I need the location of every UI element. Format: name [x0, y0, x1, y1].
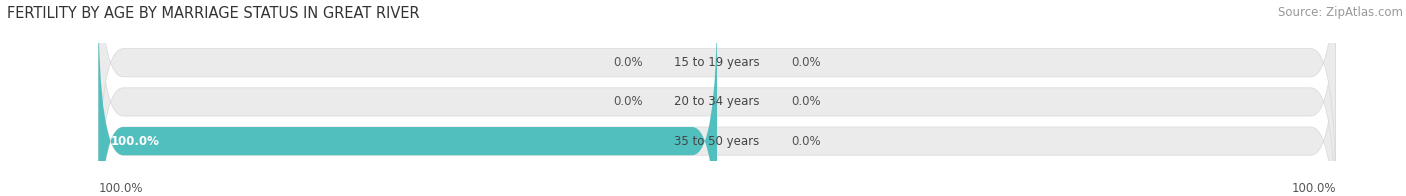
Text: 100.0%: 100.0% — [98, 182, 143, 195]
Text: 100.0%: 100.0% — [1291, 182, 1336, 195]
Text: 0.0%: 0.0% — [792, 135, 821, 148]
Text: 0.0%: 0.0% — [613, 95, 643, 108]
Text: Source: ZipAtlas.com: Source: ZipAtlas.com — [1278, 6, 1403, 19]
Text: 0.0%: 0.0% — [792, 56, 821, 69]
Text: FERTILITY BY AGE BY MARRIAGE STATUS IN GREAT RIVER: FERTILITY BY AGE BY MARRIAGE STATUS IN G… — [7, 6, 419, 21]
Text: 0.0%: 0.0% — [792, 95, 821, 108]
FancyBboxPatch shape — [98, 0, 1336, 196]
Text: 20 to 34 years: 20 to 34 years — [675, 95, 759, 108]
Text: 35 to 50 years: 35 to 50 years — [675, 135, 759, 148]
FancyBboxPatch shape — [98, 0, 717, 196]
Text: 15 to 19 years: 15 to 19 years — [675, 56, 759, 69]
Text: 100.0%: 100.0% — [111, 135, 160, 148]
Legend: Married, Unmarried: Married, Unmarried — [638, 193, 796, 196]
Text: 0.0%: 0.0% — [613, 56, 643, 69]
FancyBboxPatch shape — [98, 0, 1336, 196]
FancyBboxPatch shape — [98, 0, 1336, 196]
